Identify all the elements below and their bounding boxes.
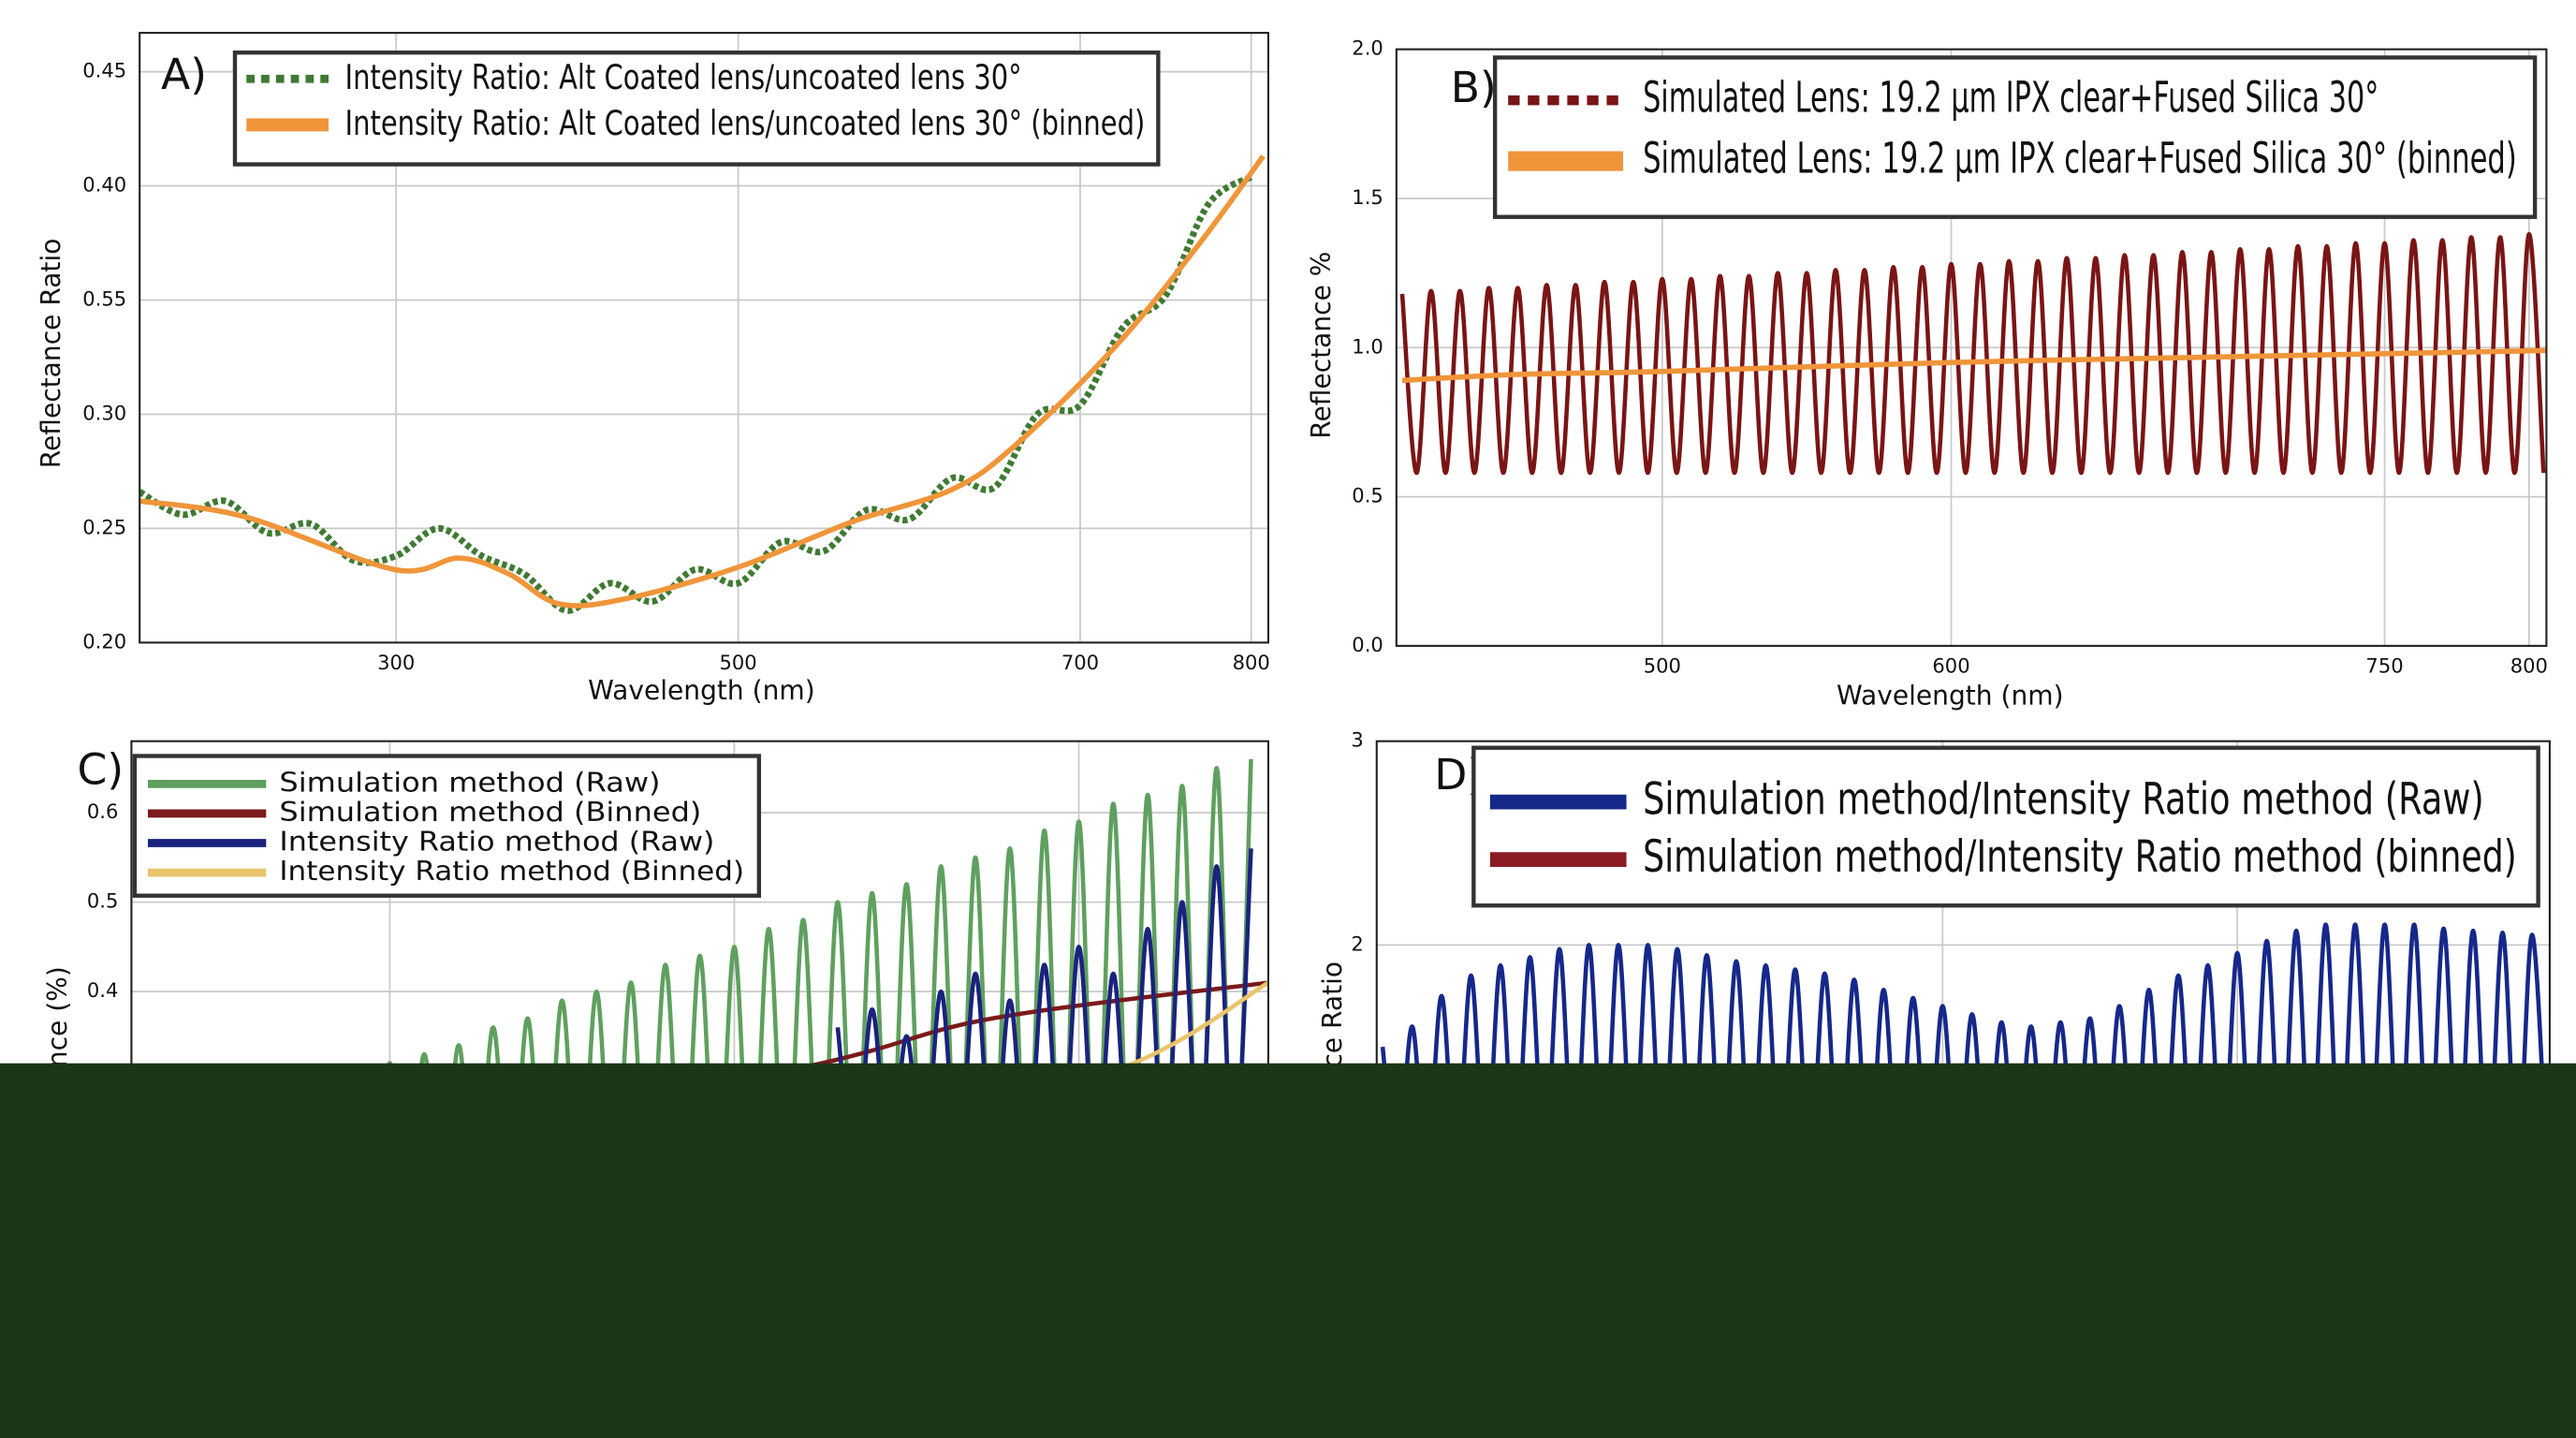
legend: Simulated Lens: 19.2 µm IPX clear+Fused … [1492,55,2538,219]
y-tick-label: 1.5 [1352,185,1383,209]
legend-label: Intensity Ratio method (Binned) [279,856,744,887]
x-tick-label: 600 [1932,654,1969,678]
y-tick-label: 1.0 [1352,334,1383,358]
legend-label: Intensity Ratio method (Raw) [279,827,714,858]
plot-frame [139,32,1269,644]
legend-label: Intensity Ratio: Alt Coated lens/uncoate… [345,57,1022,97]
panel-label: A) [161,50,207,99]
data-line [1401,347,2547,384]
y-axis-label: Reflectance Ratio [36,239,66,469]
series-group [1399,231,2547,476]
plots: 300 500 700 800 0.20 0.25 0.30 0.55 0.40 0.45 A) Wa… [36,32,2551,1354]
legend-box [1492,55,2538,219]
series-group [139,154,1266,614]
chart-panel: 300 500 700 800 0.20 0.25 0.30 0.55 0.40 0.45 A) Wa… [36,32,1270,706]
plot-frame [1395,48,2548,647]
y-tick-label: 0.5 [1352,484,1383,507]
data-line [139,154,1266,609]
x-tick-label: 300 [377,651,415,674]
x-axis-label: Wavelength (nm) [588,675,815,706]
legend-label: Simulation method/Intensity Ratio method… [1643,774,2484,826]
legend-label: Simulation method (Raw) [279,767,660,798]
x-tick-label: 500 [720,651,757,674]
panel-label: C) [77,745,124,795]
legend-label: Simulation method (Binned) [279,797,701,828]
y-tick-label: 3 [1351,728,1363,752]
chart-panel: 23D)Reflectance RatioSimulation method/I… [1317,728,2551,1354]
y-tick-label: 0.5 [87,889,118,913]
data-line [1399,231,2546,476]
y-tick-label: 0.20 [82,629,126,653]
x-tick-label: 800 [2510,654,2548,678]
y-tick-label: 0.4 [87,978,118,1002]
overlay-panel [0,1063,2576,1438]
y-tick-label: 2.0 [1352,37,1383,60]
y-tick-label: 0.6 [87,800,118,823]
y-tick-label: 0.0 [1352,633,1383,656]
y-tick-label: 0.40 [82,173,126,197]
y-axis-label: Reflectance % [1306,252,1337,439]
y-tick-label: 0.55 [82,286,126,310]
data-line [139,173,1253,614]
panel-label: B) [1451,63,1497,112]
legend: Simulation method/Intensity Ratio method… [1471,745,2540,908]
y-tick-label: 2 [1351,932,1363,955]
legend-label: Intensity Ratio: Alt Coated lens/uncoate… [345,103,1146,143]
x-axis-label: Wavelength (nm) [1837,680,2064,711]
y-tick-label: 0.45 [82,59,126,82]
chart-panel: 500 600 750 800 0.0 0.5 1.0 1.5 2.0 B) Wavelength … [1306,37,2548,712]
x-tick-label: 700 [1061,651,1099,674]
y-tick-label: 0.25 [82,515,126,538]
x-tick-label: 500 [1644,654,1681,678]
x-tick-label: 800 [1233,651,1270,674]
legend-label: Simulated Lens: 19.2 µm IPX clear+Fused … [1643,73,2378,123]
legend-box [232,50,1161,167]
x-tick-label: 750 [2365,654,2403,678]
legend-label: Simulated Lens: 19.2 µm IPX clear+Fused … [1643,134,2517,183]
legend-box [1471,745,2540,908]
y-tick-label: 0.30 [82,401,126,424]
legend: Intensity Ratio: Alt Coated lens/uncoate… [232,50,1161,167]
legend-label: Simulation method/Intensity Ratio method… [1643,831,2517,883]
legend: Simulation method (Raw)Simulation method… [132,754,762,898]
